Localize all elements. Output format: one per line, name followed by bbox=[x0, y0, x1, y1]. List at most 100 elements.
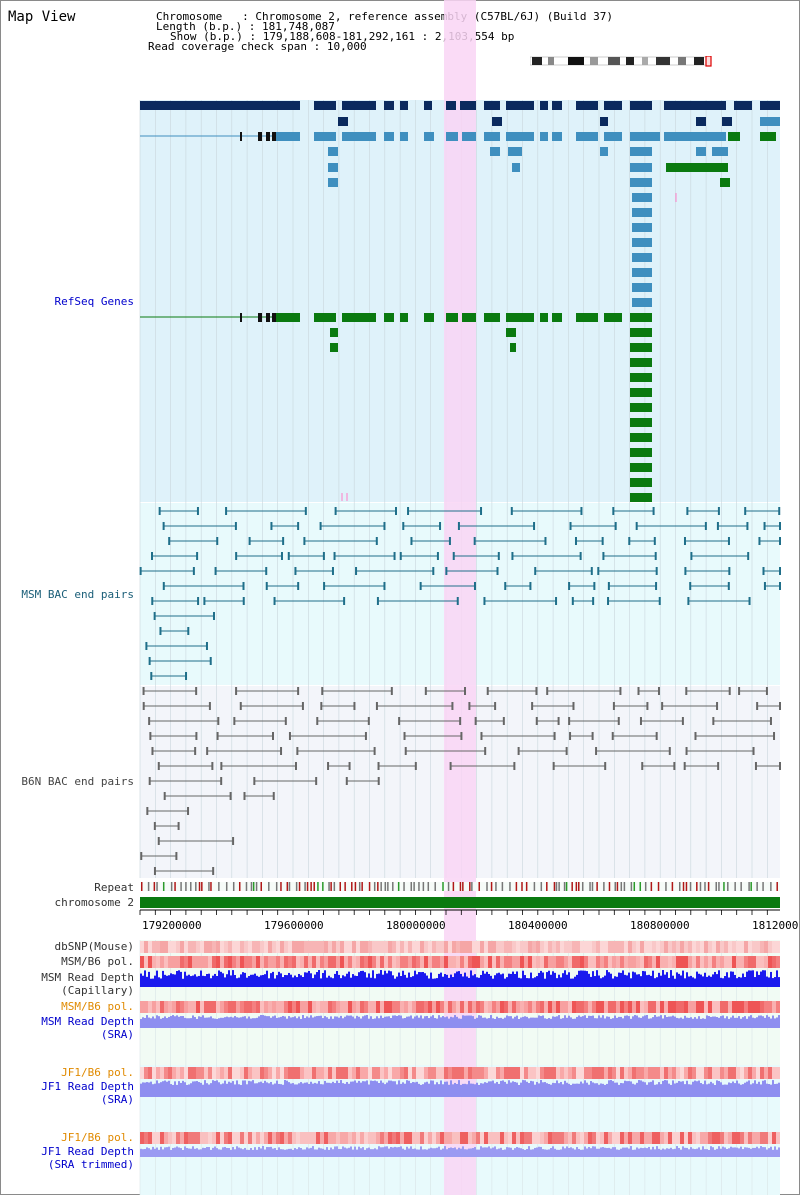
msm-pol2-cell bbox=[400, 1001, 404, 1013]
msm-depth-sra-bar bbox=[244, 1016, 246, 1028]
msm-depth-cap-bar bbox=[244, 972, 246, 987]
msm-pol-cell bbox=[336, 956, 340, 968]
msm-b6-pol-label[interactable]: MSM/B6 pol. bbox=[61, 955, 134, 968]
chromosome-bar[interactable] bbox=[140, 897, 780, 908]
jf1-depth-trim-sublabel: (SRA trimmed) bbox=[47, 1158, 134, 1171]
jf1-depth-trim-bar bbox=[342, 1146, 344, 1157]
msm-depth-cap-bar bbox=[540, 970, 542, 987]
jf1-b6-pol-label[interactable]: JF1/B6 pol. bbox=[61, 1066, 134, 1079]
jf1-depth-trim-bar bbox=[744, 1147, 746, 1157]
bac-end bbox=[758, 537, 761, 545]
jf1-pol-cell bbox=[456, 1067, 460, 1079]
msm-pol2-cell bbox=[300, 1001, 304, 1013]
coverage-value: 10,000 bbox=[326, 40, 367, 53]
msm-depth-sra-bar bbox=[630, 1018, 632, 1028]
msm-depth-sra-label[interactable]: MSM Read Depth bbox=[41, 1015, 134, 1028]
msm-depth-cap-bar bbox=[770, 971, 772, 987]
msm-depth-sra-bar bbox=[246, 1018, 248, 1028]
jf1-depth-sra-bar bbox=[398, 1080, 400, 1097]
jf1-depth-sra-bar bbox=[420, 1084, 422, 1097]
jf1-depth-sra-bar bbox=[396, 1084, 398, 1097]
bac-end bbox=[153, 867, 156, 875]
msm-depth-cap-bar bbox=[432, 978, 434, 987]
bac-end bbox=[639, 717, 642, 725]
jf1-depth-trim-bar bbox=[472, 1148, 474, 1157]
repeat-label[interactable]: Repeat bbox=[94, 881, 134, 894]
repeat-element bbox=[471, 882, 473, 891]
msm-depth-cap-bar bbox=[764, 970, 766, 987]
bac-end bbox=[457, 522, 460, 530]
msm-pol2-cell bbox=[292, 1001, 296, 1013]
dbsnp-cell bbox=[340, 941, 344, 953]
msm-pol-cell bbox=[776, 956, 780, 968]
bac-end bbox=[687, 597, 690, 605]
dbsnp-label[interactable]: dbSNP(Mouse) bbox=[54, 940, 134, 953]
msm-depth-sra-bar bbox=[550, 1018, 552, 1028]
msm-b6-pol-2-label[interactable]: MSM/B6 pol. bbox=[61, 1000, 134, 1013]
msm-depth-cap-bar bbox=[600, 978, 602, 987]
msm-depth-capillary-label[interactable]: MSM Read Depth bbox=[41, 971, 134, 984]
dbsnp-cell bbox=[284, 941, 288, 953]
msm-pol2-cell bbox=[404, 1001, 408, 1013]
jf1-pol2-cell bbox=[620, 1132, 624, 1144]
heatmap-tracks[interactable] bbox=[140, 941, 780, 1157]
msm-depth-cap-bar bbox=[548, 970, 550, 987]
jf1-depth-trim-label[interactable]: JF1 Read Depth bbox=[41, 1145, 134, 1158]
jf1-depth-trim-bar bbox=[562, 1146, 564, 1157]
msm-depth-sra-bar bbox=[350, 1015, 352, 1028]
dbsnp-cell bbox=[524, 941, 528, 953]
msm-depth-cap-bar bbox=[678, 973, 680, 987]
jf1-depth-trim-bar bbox=[574, 1149, 576, 1157]
msm-depth-sra-bar bbox=[436, 1018, 438, 1028]
dbsnp-cell bbox=[172, 941, 176, 953]
jf1-depth-sra-bar bbox=[224, 1080, 226, 1097]
repeat-element bbox=[553, 882, 556, 891]
jf1-pol-cell bbox=[648, 1067, 652, 1079]
msm-depth-sra-bar bbox=[706, 1015, 708, 1028]
bac-end bbox=[569, 522, 572, 530]
refseq-genes[interactable] bbox=[140, 101, 780, 502]
msm-bac-label[interactable]: MSM BAC end pairs bbox=[21, 588, 134, 601]
jf1-pol-cell bbox=[308, 1067, 312, 1079]
jf1-b6-pol-2-label[interactable]: JF1/B6 pol. bbox=[61, 1131, 134, 1144]
refseq-genes-label[interactable]: RefSeq Genes bbox=[54, 295, 134, 308]
repeat-element bbox=[578, 882, 580, 891]
b6n-bac-label[interactable]: B6N BAC end pairs bbox=[21, 775, 134, 788]
bac-end bbox=[234, 522, 237, 530]
repeat-element bbox=[288, 882, 291, 891]
repeat-element bbox=[644, 882, 647, 891]
jf1-depth-trim-bar bbox=[324, 1149, 326, 1157]
msm-depth-cap-bar bbox=[208, 973, 210, 987]
jf1-pol-cell bbox=[220, 1067, 224, 1079]
jf1-pol-cell bbox=[476, 1067, 480, 1079]
bac-end bbox=[456, 597, 459, 605]
jf1-pol2-cell bbox=[296, 1132, 300, 1144]
jf1-depth-trim-bar bbox=[570, 1147, 572, 1157]
msm-depth-cap-bar bbox=[190, 976, 192, 987]
msm-depth-sra-bar bbox=[308, 1017, 310, 1028]
msm-depth-cap-bar bbox=[616, 976, 618, 987]
jf1-depth-trim-bar bbox=[234, 1149, 236, 1157]
repeat-element bbox=[330, 882, 332, 891]
msm-pol2-cell bbox=[288, 1001, 292, 1013]
msm-bac-pairs[interactable] bbox=[139, 507, 781, 680]
msm-depth-sra-bar bbox=[426, 1015, 428, 1028]
b6n-bac-pairs[interactable] bbox=[140, 687, 781, 875]
msm-pol-cell bbox=[412, 956, 416, 968]
jf1-depth-sra-label[interactable]: JF1 Read Depth bbox=[41, 1080, 134, 1093]
msm-depth-sra-bar bbox=[658, 1016, 660, 1028]
msm-depth-sra-bar bbox=[448, 1018, 450, 1028]
msm-pol2-cell bbox=[372, 1001, 376, 1013]
msm-depth-sra-bar bbox=[450, 1016, 452, 1028]
repeat-track[interactable] bbox=[140, 882, 780, 891]
chromosome-label[interactable]: chromosome 2 bbox=[54, 896, 134, 909]
jf1-pol-cell bbox=[380, 1067, 384, 1079]
jf1-pol2-cell bbox=[548, 1132, 552, 1144]
msm-depth-cap-bar bbox=[396, 976, 398, 987]
chromosome-ideogram[interactable] bbox=[529, 52, 712, 67]
msm-depth-sra-bar bbox=[172, 1015, 174, 1028]
jf1-depth-trim-bar bbox=[362, 1147, 364, 1157]
bac-end bbox=[294, 762, 297, 770]
msm-pol-cell bbox=[200, 956, 204, 968]
